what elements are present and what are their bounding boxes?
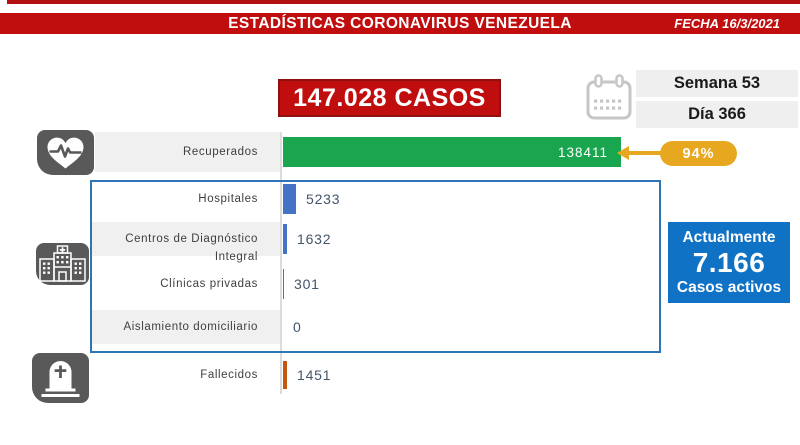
value-clinicas: 301 bbox=[294, 276, 320, 292]
page-title: ESTADÍSTICAS CORONAVIRUS VENEZUELA bbox=[228, 15, 572, 32]
row-strip-cdi bbox=[92, 222, 280, 256]
row-strip-aislamiento bbox=[92, 310, 280, 344]
active-cases-value: 7.166 bbox=[692, 246, 766, 278]
value-aislamiento: 0 bbox=[293, 319, 302, 335]
day-box: Día 366 bbox=[636, 101, 798, 128]
percent-arrow-line bbox=[628, 151, 661, 155]
bar-cdi bbox=[283, 224, 287, 254]
date-label: FECHA 16/3/2021 bbox=[674, 16, 780, 31]
top-accent-line bbox=[7, 0, 800, 4]
header-banner bbox=[0, 13, 800, 34]
recovered-percent-label: 94% bbox=[682, 145, 715, 162]
active-cases-subtitle: Casos activos bbox=[676, 278, 782, 296]
row-label-hospitales: Hospitales bbox=[198, 193, 258, 205]
value-hospitales: 5233 bbox=[306, 191, 341, 207]
bar-fallecidos bbox=[283, 361, 287, 389]
active-cases-box: Actualmente 7.166 Casos activos bbox=[668, 222, 790, 303]
chart-axis-line bbox=[280, 132, 282, 394]
row-label-fallecidos: Fallecidos bbox=[200, 369, 258, 381]
row-label-recuperados: Recuperados bbox=[182, 146, 258, 158]
bar-clinicas bbox=[283, 269, 284, 299]
row-strip-recuperados bbox=[95, 132, 280, 172]
chart-frame bbox=[90, 180, 661, 353]
row-label-clinicas: Clínicas privadas bbox=[160, 278, 258, 290]
hospital-icon bbox=[36, 243, 89, 285]
recovered-percent-badge: 94% bbox=[660, 141, 737, 166]
bar-hospitales bbox=[283, 184, 296, 214]
week-label: Semana 53 bbox=[673, 74, 761, 92]
value-cdi: 1632 bbox=[297, 231, 332, 247]
total-cases-box: 147.028 CASOS bbox=[278, 79, 501, 117]
total-cases-label: 147.028 CASOS bbox=[293, 83, 486, 112]
bar-recuperados: 138411 bbox=[283, 137, 621, 167]
heartbeat-icon bbox=[37, 130, 94, 175]
day-label: Día 366 bbox=[688, 105, 746, 123]
calendar-icon bbox=[586, 74, 632, 120]
percent-arrow-head bbox=[617, 146, 629, 160]
value-recuperados: 138411 bbox=[557, 144, 608, 160]
week-box: Semana 53 bbox=[636, 70, 798, 97]
row-label-cdi: Centros de Diagnóstico Integral bbox=[125, 233, 258, 263]
active-cases-title: Actualmente bbox=[682, 228, 776, 246]
value-fallecidos: 1451 bbox=[297, 367, 332, 383]
tombstone-icon bbox=[32, 353, 89, 403]
row-label-aislamiento: Aislamiento domiciliario bbox=[123, 321, 258, 333]
